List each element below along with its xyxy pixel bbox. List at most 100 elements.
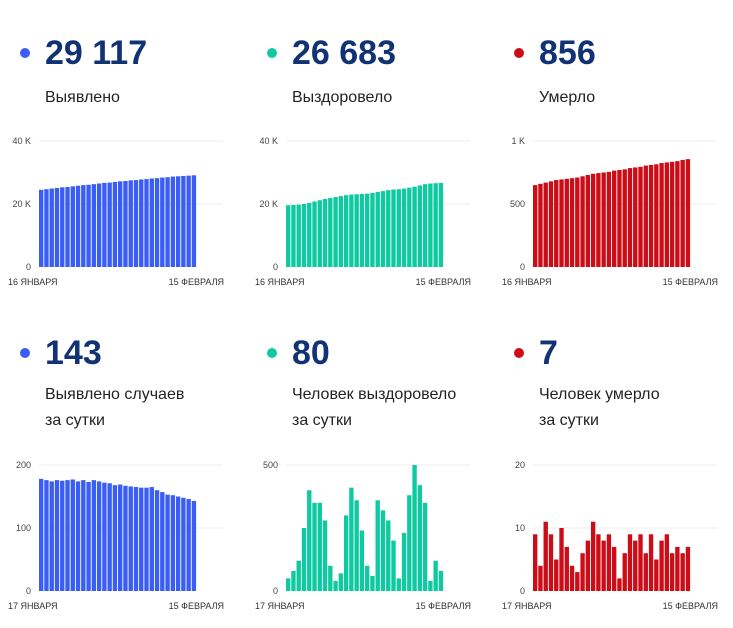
y-tick-label: 40 K bbox=[259, 136, 278, 146]
bar bbox=[659, 163, 664, 267]
bar bbox=[559, 528, 564, 591]
bar bbox=[333, 197, 338, 267]
detected-total-chart: 0 20 K 40 K 16 ЯНВАРЯ 15 ФЕВРАЛЯ bbox=[8, 136, 224, 287]
panel-deaths-total: 856 Умерло 0 500 1 K 16 ЯНВАРЯ 15 ФЕВРАЛЯ bbox=[502, 30, 733, 330]
bar bbox=[70, 479, 75, 591]
panel-recovered-total: 26 683 Выздоровело 0 20 K 40 K 16 ЯНВАРЯ 15 … bbox=[255, 30, 490, 330]
bar bbox=[648, 534, 654, 591]
bar bbox=[118, 181, 123, 267]
bar bbox=[96, 481, 102, 591]
bar bbox=[312, 502, 317, 591]
bar bbox=[664, 534, 670, 591]
bar bbox=[181, 497, 186, 591]
bar bbox=[102, 182, 107, 267]
bar bbox=[575, 177, 580, 267]
bar bbox=[44, 480, 49, 591]
bar bbox=[170, 495, 176, 591]
x-tick-label: 15 ФЕВРАЛЯ bbox=[663, 601, 718, 611]
bar bbox=[291, 204, 296, 267]
bar bbox=[680, 159, 685, 267]
series-dot bbox=[20, 348, 30, 358]
bar bbox=[365, 565, 370, 591]
bar bbox=[322, 520, 328, 591]
bar bbox=[39, 189, 44, 267]
deaths-total-label: Умерло bbox=[539, 89, 596, 106]
x-tick-label: 17 ЯНВАРЯ bbox=[8, 601, 58, 611]
series-dot bbox=[267, 348, 277, 358]
deaths-daily-chart: 0 10 20 17 ЯНВАРЯ 15 ФЕВРАЛЯ bbox=[502, 460, 718, 611]
bar bbox=[538, 565, 543, 591]
bar bbox=[296, 560, 301, 591]
bar bbox=[622, 169, 627, 267]
bar bbox=[343, 195, 349, 267]
bar bbox=[149, 487, 154, 591]
bar bbox=[365, 193, 370, 267]
bar bbox=[359, 193, 365, 267]
bar bbox=[538, 183, 543, 267]
bar bbox=[133, 487, 139, 591]
bar bbox=[291, 570, 296, 591]
bar bbox=[664, 162, 670, 267]
bar bbox=[75, 481, 81, 591]
x-tick-label: 15 ФЕВРАЛЯ bbox=[663, 277, 718, 287]
y-tick-label: 0 bbox=[273, 586, 278, 596]
bar bbox=[133, 180, 139, 267]
bar bbox=[328, 565, 333, 591]
bar bbox=[654, 164, 659, 267]
bar bbox=[590, 173, 596, 267]
panel-deaths-daily: 7 Человек умерло за сутки 0 10 20 17 ЯНВАРЯ 1… bbox=[502, 328, 733, 628]
bar bbox=[675, 546, 680, 591]
bar bbox=[380, 191, 386, 267]
bar bbox=[44, 189, 49, 267]
bar bbox=[96, 183, 102, 267]
detected-total-number: 29 117 bbox=[45, 34, 148, 72]
bar bbox=[401, 188, 407, 267]
recovered-total-chart: 0 20 K 40 K 16 ЯНВАРЯ 15 ФЕВРАЛЯ bbox=[255, 136, 471, 287]
bar bbox=[286, 578, 291, 591]
recovered-total-number: 26 683 bbox=[292, 34, 396, 72]
bar bbox=[60, 480, 65, 591]
bar bbox=[317, 502, 322, 591]
bar bbox=[123, 181, 128, 267]
bar bbox=[333, 580, 338, 591]
deaths-total-chart: 0 500 1 K 16 ЯНВАРЯ 15 ФЕВРАЛЯ bbox=[502, 136, 718, 287]
bar bbox=[128, 180, 133, 267]
bar bbox=[317, 200, 322, 267]
y-tick-label: 0 bbox=[26, 586, 31, 596]
x-tick-label: 15 ФЕВРАЛЯ bbox=[169, 277, 224, 287]
detected-daily-label: Выявлено случаев за сутки bbox=[45, 386, 185, 429]
x-tick-label: 15 ФЕВРАЛЯ bbox=[416, 277, 471, 287]
detected-daily-chart: 0 100 200 17 ЯНВАРЯ 15 ФЕВРАЛЯ bbox=[8, 460, 224, 611]
bar bbox=[338, 196, 344, 267]
bar bbox=[349, 194, 354, 267]
bar bbox=[433, 560, 438, 591]
bar bbox=[580, 553, 585, 591]
recovered-daily-chart: 0 500 17 ЯНВАРЯ 15 ФЕВРАЛЯ bbox=[255, 460, 471, 611]
x-tick-label: 17 ЯНВАРЯ bbox=[502, 601, 552, 611]
bar bbox=[49, 481, 54, 591]
bar bbox=[438, 570, 444, 591]
bar bbox=[612, 170, 617, 267]
bar bbox=[165, 494, 170, 591]
bar bbox=[165, 177, 170, 267]
bar bbox=[349, 487, 354, 591]
bar bbox=[548, 181, 554, 267]
recovered-daily-number: 80 bbox=[292, 334, 330, 372]
bar bbox=[112, 485, 118, 591]
bar bbox=[654, 559, 659, 591]
bar bbox=[370, 575, 375, 591]
bar bbox=[301, 204, 307, 267]
bar bbox=[81, 185, 86, 267]
bar bbox=[144, 179, 149, 267]
bar bbox=[328, 198, 333, 267]
bar bbox=[412, 465, 417, 591]
bar bbox=[428, 183, 433, 267]
bar bbox=[81, 480, 86, 591]
bar bbox=[580, 176, 585, 267]
bar bbox=[569, 565, 575, 591]
y-tick-label: 100 bbox=[16, 523, 31, 533]
bar bbox=[417, 485, 423, 591]
series-dot bbox=[20, 48, 30, 58]
bar bbox=[91, 184, 97, 267]
y-tick-label: 200 bbox=[16, 460, 31, 470]
